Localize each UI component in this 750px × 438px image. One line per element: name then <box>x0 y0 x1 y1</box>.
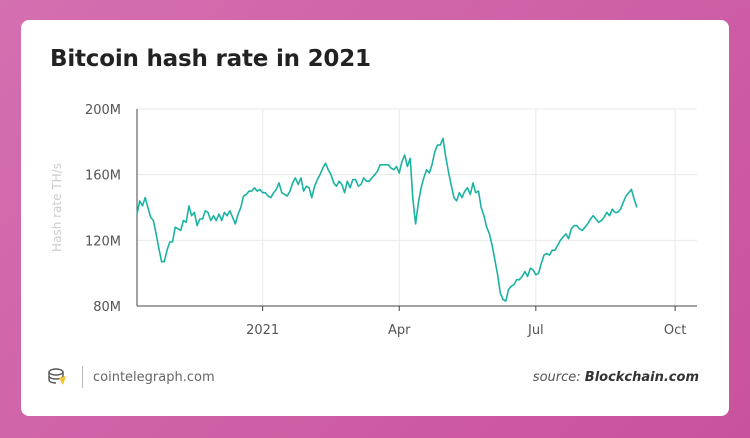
x-tick-label: Apr <box>388 323 411 338</box>
source-name: Blockchain.com <box>584 370 699 385</box>
line-chart: 80M 120M 160M 200M 2021 Apr Jul Oct Hash rate TH… <box>50 103 697 338</box>
y-tick-label: 120M <box>85 234 121 249</box>
y-tick-label: 200M <box>85 103 121 118</box>
x-tick-label: 2021 <box>246 323 279 338</box>
x-tick-label: Jul <box>527 323 544 338</box>
y-axis-label: Hash rate TH/s <box>50 163 64 252</box>
source-prefix: source: <box>532 370 581 385</box>
cointelegraph-logo-icon <box>48 368 66 385</box>
chart-card: Bitcoin hash rate in 2021 80M 120M 160M 200… <box>21 20 729 416</box>
series-line-hash-rate <box>136 137 638 302</box>
y-tick-label: 160M <box>85 169 121 184</box>
footer-site-link[interactable]: cointelegraph.com <box>93 370 215 385</box>
footer-divider <box>82 366 83 388</box>
footer-source: source: Blockchain.com <box>533 370 699 385</box>
x-tick-label: Oct <box>664 323 686 338</box>
chart-title: Bitcoin hash rate in 2021 <box>50 46 371 72</box>
y-tick-label: 80M <box>93 300 121 315</box>
